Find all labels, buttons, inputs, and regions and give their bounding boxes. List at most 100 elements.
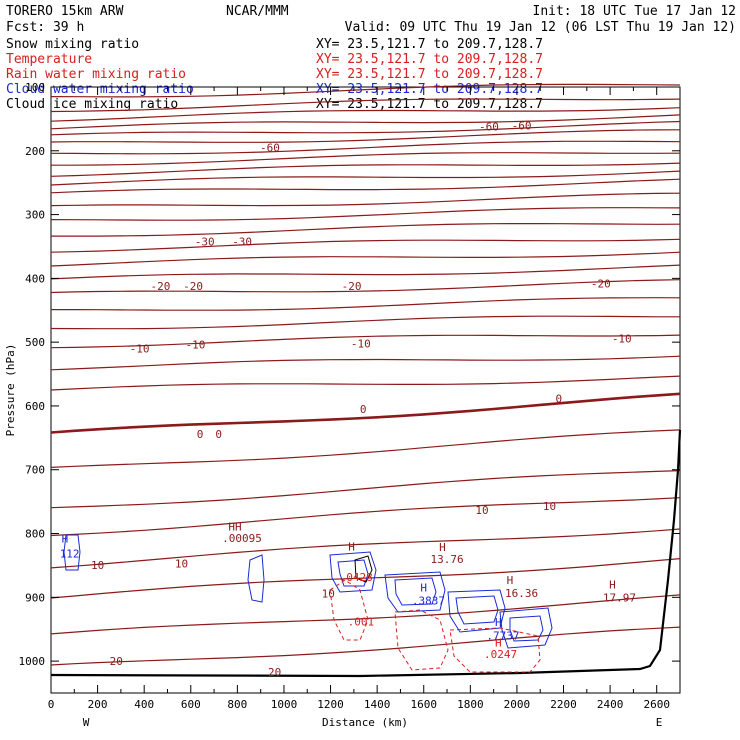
isotherm-label: -60: [479, 121, 499, 134]
isotherm-label: -60: [512, 119, 532, 132]
isotherm: [50, 264, 681, 280]
x-tick-label: 1400: [364, 698, 391, 711]
x-tick-label: 2200: [550, 698, 577, 711]
valid-time: Valid: 09 UTC Thu 19 Jan 12 (06 LST Thu …: [345, 20, 736, 35]
isotherm: [50, 626, 681, 666]
isotherm: [51, 152, 681, 166]
isotherm: [50, 107, 681, 122]
extremum-label: HH: [228, 521, 241, 534]
isotherm-label: 10: [175, 558, 188, 571]
isotherm-label: 0: [215, 428, 222, 441]
isotherm-label: -10: [351, 337, 371, 350]
forecast-hour: Fcst: 39 h: [6, 20, 84, 35]
extremum-label: .3837: [412, 595, 445, 608]
extremum-label: 112: [60, 547, 80, 560]
isotherm: [50, 207, 681, 221]
cloud-ice-contours: [354, 555, 373, 583]
cloud-water-cell-1600km: [384, 571, 446, 613]
isotherm: [50, 120, 681, 136]
x-tick-label: 1000: [271, 698, 298, 711]
isotherm-label: 0: [197, 428, 204, 441]
field-name-cloud-ice: Cloud ice mixing ratio: [6, 97, 178, 112]
y-tick-label: 500: [25, 336, 45, 349]
isotherm-lines: [50, 83, 681, 666]
cloud-ice-region-1320km: [354, 555, 373, 583]
isotherm-label: 20: [110, 655, 123, 668]
isotherm: [50, 279, 681, 294]
extremum-label: 16.36: [505, 587, 538, 600]
y-tick-label: 100: [25, 81, 45, 94]
isotherm-label: -20: [342, 280, 362, 293]
isotherm: [50, 114, 681, 130]
x-tick-label: 600: [181, 698, 201, 711]
y-tick-label: 900: [25, 591, 45, 604]
isotherm-label: 0: [360, 403, 367, 416]
cloud-water-cell-1320km-inner: [337, 559, 369, 587]
field-name-temperature: Temperature: [6, 52, 92, 67]
cloud-water-cell-112: [63, 534, 81, 571]
x-tick-label: 1200: [317, 698, 344, 711]
field-name-rain: Rain water mixing ratio: [6, 67, 186, 82]
x-axis: 0 200 400 600 800 1000 1200 1400 1600 1800 2000 220…: [48, 87, 681, 711]
isotherm-label: 10: [475, 504, 488, 517]
extremum-label: .7737: [486, 630, 519, 643]
x-axis-west-label: W: [83, 716, 90, 729]
x-tick-label: 1600: [410, 698, 437, 711]
isotherm: [50, 83, 681, 98]
extremum-label: H: [495, 637, 502, 650]
isotherm: [50, 355, 681, 371]
isotherm: [50, 192, 681, 207]
y-tick-label: 700: [25, 464, 45, 477]
isotherm-label: 20: [268, 666, 281, 679]
isotherm: [50, 170, 681, 186]
isotherm: [50, 178, 681, 194]
cloud-water-cell-1320km: [329, 551, 377, 593]
isotherm: [50, 238, 681, 253]
x-axis-east-label: E: [656, 716, 663, 729]
extremum-label: .00095: [222, 532, 262, 545]
field-xy-snow: XY= 23.5,121.7 to 209.7,128.7: [316, 37, 543, 52]
org-title: NCAR/MMM: [226, 4, 289, 19]
y-tick-label: 200: [25, 145, 45, 158]
isotherm: [50, 334, 681, 349]
cloud-water-cell-2150km: [499, 607, 553, 649]
x-tick-label: 0: [48, 698, 55, 711]
isotherm: [50, 497, 681, 537]
extremum-label: H: [609, 579, 616, 592]
extremum-label: H: [348, 540, 355, 553]
extremum-label: H: [420, 582, 427, 595]
isotherm: [50, 140, 681, 155]
isotherm-label: -30: [195, 235, 215, 248]
isotherm-label: -20: [151, 280, 171, 293]
extremum-label: .0428: [340, 571, 373, 584]
extrema-labels: H112HH.00095H.0428.001H.3837H13.76H16.36…: [60, 521, 636, 662]
x-axis-title: Distance (km): [322, 716, 408, 729]
cloud-water-contours: [63, 534, 553, 649]
extremum-label: H: [495, 616, 502, 629]
isotherm: [51, 297, 681, 311]
extremum-label: H: [439, 541, 446, 554]
x-tick-label: 400: [134, 698, 154, 711]
isotherm: [50, 392, 681, 434]
x-tick-label: 2600: [643, 698, 670, 711]
isotherm: [50, 162, 681, 177]
cloud-water-cell-1850km-inner: [455, 595, 499, 625]
y-tick-label: 1000: [19, 655, 46, 668]
cloud-water-cell-250km: [247, 554, 265, 603]
field-name-cloud-water: Cloud water mixing ratio: [6, 82, 194, 97]
ground-line: [50, 429, 682, 678]
model-title: TORERO 15km ARW: [6, 4, 124, 19]
isotherm: [50, 98, 681, 113]
extremum-label: .001: [348, 616, 375, 629]
isotherm: [50, 594, 681, 635]
extremum-label: H: [507, 574, 514, 587]
isotherm-label: -10: [130, 343, 150, 356]
isotherm-label: 10: [543, 500, 556, 513]
isotherm-label: -30: [232, 235, 252, 248]
isotherm: [50, 251, 681, 267]
isotherm-label: -20: [183, 280, 203, 293]
field-xy-temperature: XY= 23.5,121.7 to 209.7,128.7: [316, 52, 543, 67]
isotherm-label: -10: [612, 332, 632, 345]
extremum-label: 17.97: [603, 591, 636, 604]
